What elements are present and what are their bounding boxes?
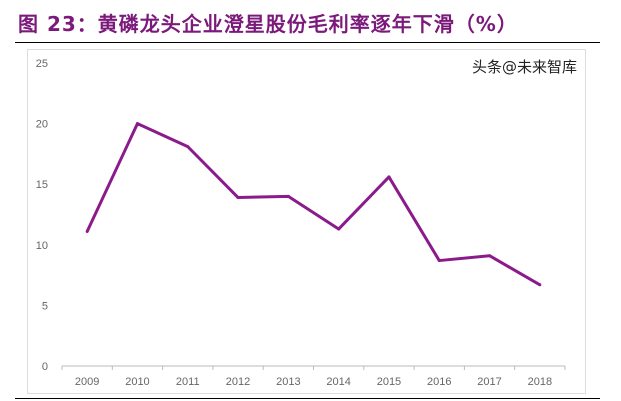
x-tick-label: 2011	[176, 376, 200, 388]
data-point	[538, 283, 542, 287]
y-tick-label: 25	[36, 58, 48, 70]
bottom-rule	[15, 398, 600, 399]
data-point	[186, 145, 190, 149]
y-tick-label: 10	[36, 240, 48, 252]
gross-margin-line	[85, 122, 541, 287]
x-tick-label: 2012	[226, 376, 250, 388]
x-tick-label: 2017	[477, 376, 501, 388]
x-tick-label: 2014	[326, 376, 350, 388]
title-rule	[15, 42, 600, 43]
data-point	[488, 254, 492, 258]
x-tick-label: 2013	[276, 376, 300, 388]
data-point	[85, 229, 89, 233]
x-tick-label: 2009	[75, 376, 99, 388]
data-point	[387, 175, 391, 179]
x-tick-label: 2010	[125, 376, 149, 388]
y-tick-label: 15	[36, 179, 48, 191]
data-point	[135, 122, 139, 126]
data-point	[437, 259, 441, 263]
x-tick-label: 2016	[427, 376, 451, 388]
x-tick-label: 2015	[377, 376, 401, 388]
chart-title: 图 23：黄磷龙头企业澄星股份毛利率逐年下滑（%）	[18, 12, 518, 36]
y-tick-label: 20	[36, 119, 48, 131]
x-tick-label: 2018	[528, 376, 552, 388]
y-tick-label: 5	[42, 300, 48, 312]
watermark: 头条@未来智库	[472, 58, 578, 76]
data-point	[286, 194, 290, 198]
data-point	[337, 227, 341, 231]
data-point	[236, 196, 240, 200]
chart-frame	[27, 49, 586, 394]
y-tick-label: 0	[42, 361, 48, 373]
